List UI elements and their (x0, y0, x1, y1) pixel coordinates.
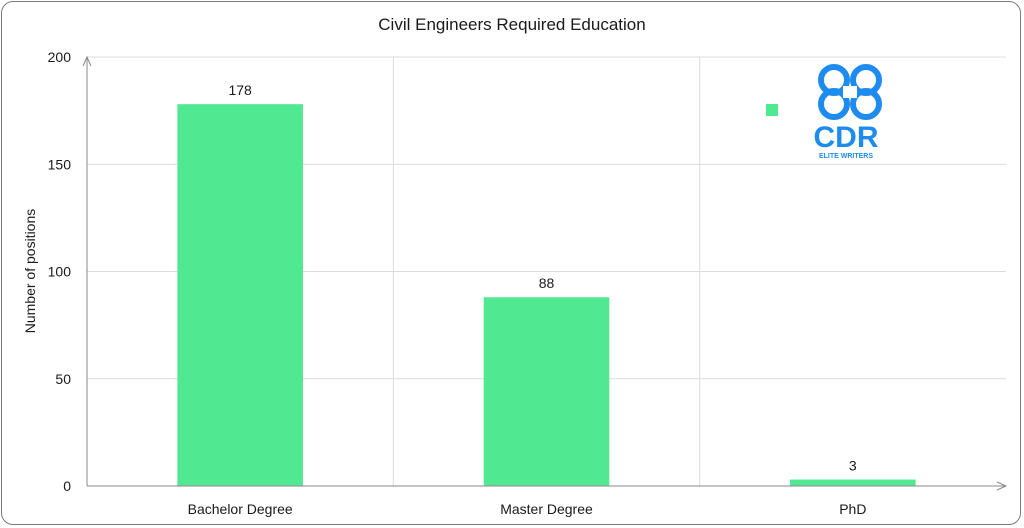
bar (177, 104, 303, 486)
cdr-logo-subtext: ELITE WRITERS (819, 153, 873, 160)
chart-title: Civil Engineers Required Education (378, 15, 645, 34)
x-tick-label: Bachelor Degree (188, 501, 293, 517)
legend-marker (766, 104, 778, 116)
bar (790, 479, 916, 486)
data-label: 178 (228, 82, 252, 98)
x-axis-arrow (996, 481, 1008, 491)
y-tick-label: 100 (48, 264, 72, 280)
cdr-logo-text: CDR (814, 121, 879, 154)
y-tick-label: 200 (48, 49, 72, 65)
data-label: 88 (539, 275, 555, 291)
data-label: 3 (849, 458, 857, 474)
y-axis-label: Number of positions (22, 209, 38, 334)
x-tick-label: PhD (839, 501, 866, 517)
axes (82, 55, 1008, 491)
y-axis-arrow (82, 55, 92, 67)
x-tick-label: Master Degree (500, 501, 593, 517)
bar (483, 297, 610, 486)
y-tick-label: 0 (63, 478, 71, 494)
x-tick-labels: Bachelor Degree Master Degree PhD (188, 501, 867, 517)
bars (177, 104, 916, 486)
data-labels: 178 88 3 (228, 82, 856, 473)
cdr-logo: CDR ELITE WRITERS (814, 64, 882, 160)
y-tick-label: 150 (48, 156, 72, 172)
y-tick-labels: 0 50 100 150 200 (48, 49, 72, 494)
y-tick-label: 50 (55, 371, 71, 387)
cdr-logo-icon (818, 64, 882, 120)
